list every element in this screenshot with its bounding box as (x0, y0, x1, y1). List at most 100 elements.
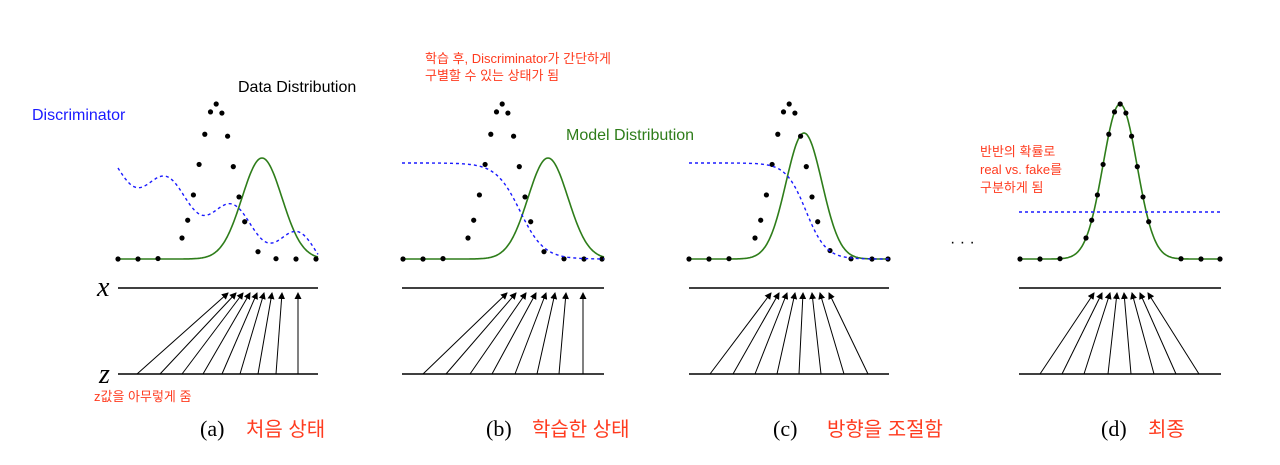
half-probability-note-line2: real vs. fake를 (980, 162, 1062, 177)
panel-c-mapping-arrow (809, 292, 822, 375)
panel-c-data-dot (769, 161, 775, 168)
panel-b-data-dot (482, 161, 488, 168)
panel-b-mapping-arrow (491, 292, 537, 375)
panel-c-mapping-arrow (732, 292, 780, 375)
panel-d-mapping-arrow (1061, 292, 1103, 375)
panel-a-title: 처음 상태 (246, 418, 325, 441)
panel-b-data-dot (493, 109, 500, 115)
panel-c-data-dot (803, 164, 809, 170)
panel-b-mapping-arrow (445, 292, 517, 375)
panel-a-mapping-arrow (221, 292, 258, 375)
panel-a-data-dot (273, 256, 279, 262)
panel-d-data-dot (1178, 256, 1184, 262)
panel-a-data-dot (202, 131, 208, 137)
panel-b-data-dot (440, 256, 446, 262)
panel-d-mapping-arrow (1139, 292, 1177, 375)
panel-d-data-dot (1217, 256, 1223, 262)
panel-a-data-dot (207, 109, 214, 115)
panel-a-data-dot (135, 256, 141, 262)
panel-d-data-dot (1111, 109, 1118, 115)
half-probability-note-line1: 반반의 확률로 (980, 144, 1055, 159)
panel-d-data-dot (1017, 256, 1023, 262)
after-training-note-line2: 구별할 수 있는 상태가 됨 (425, 68, 559, 83)
x-axis-label: x (96, 272, 110, 303)
panel-b-data-dot (400, 256, 406, 262)
panel-a-data-dot (185, 217, 191, 223)
panel-c-mapping-arrow (754, 292, 789, 375)
panel-c-data-dot (763, 192, 770, 198)
panel-c-mapping-arrow (828, 292, 869, 375)
panel-a-mapping-arrow (159, 292, 237, 375)
panel-a-data-dot (219, 110, 225, 116)
panel-c-data-dot (706, 256, 712, 262)
panel-d-data-dot (1094, 192, 1100, 198)
panel-a-data-dot (190, 192, 196, 198)
panel-b-discriminator-curve (402, 162, 604, 260)
panel-a-data-dot (225, 133, 231, 139)
panel-d-data-dot (1140, 194, 1146, 200)
panel-b-title: 학습한 상태 (532, 418, 630, 441)
panel-a-mapping-arrow (202, 292, 251, 375)
panel-b-mapping-arrow (422, 292, 508, 375)
panel-a-data-dot (236, 194, 242, 200)
panel-b-mapping-arrow (558, 292, 569, 375)
panel-c-letter: (c) (773, 416, 797, 441)
panel-d-mapping-arrow (1107, 292, 1120, 375)
half-probability-note-line3: 구분하게 됨 (980, 180, 1043, 195)
panel-d-data-dot (1037, 256, 1043, 262)
panel-c-data-dot (726, 256, 732, 262)
panel-a-data-dot (115, 256, 121, 262)
panel-b-mapping-arrow (536, 292, 558, 375)
panel-a-mapping-arrow (239, 292, 266, 375)
panel-b-data-dot (465, 235, 471, 241)
after-training-note-line1: 학습 후, Discriminator가 간단하게 (425, 51, 611, 66)
panel-c-mapping-arrow (709, 292, 772, 375)
panel-a-data-dot (293, 256, 299, 262)
panel-d-title: 최종 (1148, 418, 1185, 441)
panel-c-data-dot (780, 109, 787, 115)
panel-a-data-dot (179, 235, 185, 241)
panel-b-model-curve (402, 157, 605, 260)
panel-a-discriminator-curve (117, 167, 319, 255)
panel-d-data-dot (1083, 235, 1089, 241)
discriminator-label: Discriminator (32, 107, 126, 124)
panel-b-mapping-arrow (514, 292, 548, 375)
panel-a-mapping-arrow (181, 292, 244, 375)
panel-a-data-dot (255, 249, 261, 255)
panel-b-letter: (b) (486, 416, 512, 441)
panel-d-mapping-arrow (1130, 292, 1155, 375)
panel-b-data-dot (581, 256, 587, 262)
panel-c-data-dot (848, 256, 854, 262)
panel-d-mapping-arrow (1083, 292, 1112, 375)
panel-c-title: 방향을 조절함 (827, 418, 943, 441)
panel-b-data-dot (420, 256, 426, 262)
panel-c-data-dot (686, 256, 692, 262)
panel-d-data-dot (1057, 256, 1063, 262)
panel-d-mapping-arrow (1121, 292, 1132, 375)
panel-a-data-dot (230, 164, 236, 170)
panel-a-data-dot (242, 219, 248, 225)
panel-c-model-curve (689, 132, 889, 260)
panel-c-data-dot (758, 217, 764, 223)
panel-b-data-dot (488, 131, 494, 137)
z-note: z값을 아무렇게 줌 (94, 389, 191, 404)
panel-a-data-dot (155, 255, 161, 262)
panel-b-data-dot (510, 133, 517, 139)
panel-c-discriminator-curve (689, 162, 889, 260)
model-distribution-label: Model Distribution (566, 127, 694, 144)
panel-b-data-dot (505, 110, 511, 116)
panel-a-data-dot (213, 101, 219, 107)
ellipsis: · · · (950, 234, 975, 251)
panel-a-mapping-arrow (136, 292, 229, 375)
panel-c-data-dot (815, 219, 821, 225)
panel-b-data-dot (476, 192, 482, 198)
panel-c-mapping-arrow (776, 292, 798, 375)
panel-d-data-dot (1146, 219, 1152, 225)
panel-d-data-dot (1134, 164, 1140, 170)
panel-d-data-dot (1089, 217, 1095, 223)
panel-a-data-dot (313, 256, 319, 262)
panel-d-model-curve (1019, 103, 1221, 260)
panel-b-data-dot (599, 256, 605, 262)
panel-b-data-dot (541, 249, 547, 255)
